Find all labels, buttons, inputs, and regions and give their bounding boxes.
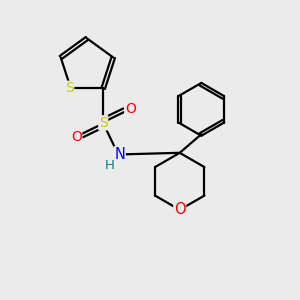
- Text: H: H: [105, 159, 115, 172]
- Text: S: S: [65, 81, 74, 95]
- Text: N: N: [114, 147, 125, 162]
- Text: O: O: [71, 130, 82, 144]
- Text: S: S: [99, 116, 108, 130]
- Text: O: O: [125, 102, 136, 116]
- Text: O: O: [174, 202, 185, 217]
